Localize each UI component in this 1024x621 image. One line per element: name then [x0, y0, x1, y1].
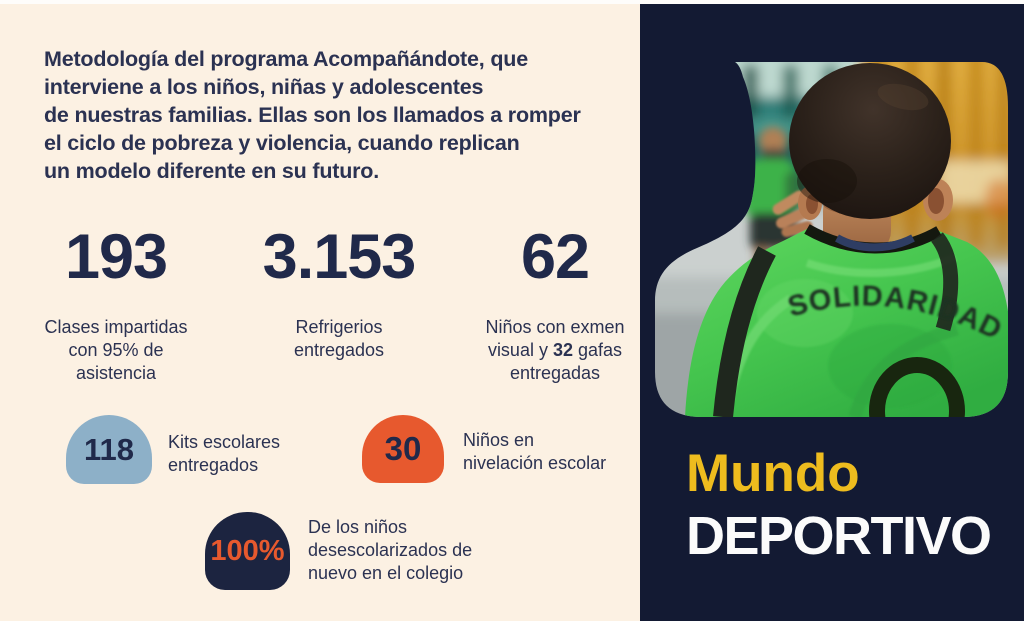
stat-vision: 62 Niños con exmen visual y 32 gafas ent… [445, 224, 665, 385]
stat-classes-value: 193 [64, 222, 168, 292]
stat-snacks-value: 3.153 [262, 222, 417, 292]
badge-reschooled-value: 100% [210, 534, 285, 567]
photo-child-vest: SOLIDARIDAD [655, 62, 1008, 417]
stat-classes: 193 Clases impartidas con 95% de asisten… [6, 224, 226, 385]
stat-vision-label-pre: visual y [487, 340, 553, 360]
badge-leveling: 30 [362, 415, 444, 483]
badge-leveling-value: 30 [384, 430, 422, 467]
badge-kits-label: Kits escolares entregados [168, 432, 281, 475]
intro-paragraph: Metodología del programa Acompañándote, … [44, 47, 581, 183]
stat-vision-label-line2: visual y 32 gafas [488, 340, 622, 360]
stat-vision-label-post: gafas [573, 340, 623, 360]
photo-main-child: SOLIDARIDAD [685, 63, 1008, 417]
badge-kits: 118 [66, 415, 152, 484]
badge-reschooled: 100% [205, 512, 290, 590]
badge-reschooled-label: De los niños desescolarizados de nuevo e… [308, 517, 473, 583]
brand-title-line1: Mundo [686, 444, 860, 503]
brand-title: Mundo DEPORTIVO [686, 442, 992, 566]
brand-title-line2: DEPORTIVO [686, 506, 992, 566]
stat-vision-label-line3: entregadas [509, 363, 601, 383]
stat-classes-label: Clases impartidas con 95% de asistencia [44, 317, 188, 383]
left-panel [0, 0, 640, 621]
badge-leveling-label: Niños en nivelación escolar [463, 430, 607, 473]
stat-vision-value: 62 [520, 222, 590, 292]
top-strip [0, 0, 1024, 4]
stat-vision-label-bold: 32 [552, 340, 573, 360]
stat-snacks: 3.153 Refrigerios entregados [229, 224, 449, 362]
badge-kits-value: 118 [83, 431, 134, 467]
stat-vision-label-line1: Niños con exmen [485, 317, 625, 337]
stat-vision-label: Niños con exmen visual y 32 gafas entreg… [445, 316, 665, 385]
stat-snacks-label: Refrigerios entregados [293, 317, 385, 360]
